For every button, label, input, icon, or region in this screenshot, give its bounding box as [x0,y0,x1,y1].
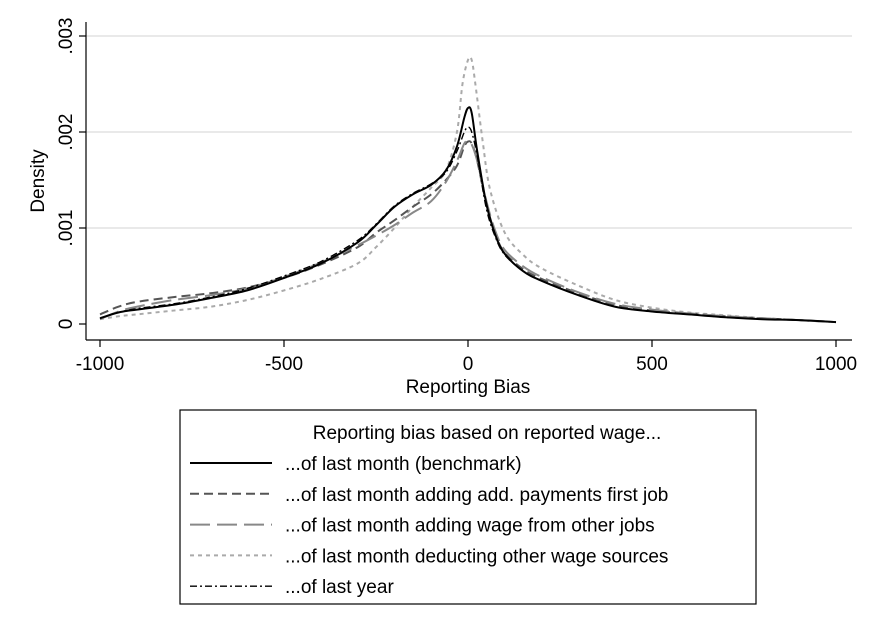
legend-label-0: ...of last month (benchmark) [285,454,522,475]
series-line-0 [99,106,837,324]
legend-label-4: ...of last year [285,577,394,598]
axes: -1000 -500 0 500 1000 0 .001 .002 .003 [56,18,857,375]
x-tick-label-2: 0 [463,354,474,375]
x-tick-label-0: -1000 [76,354,125,375]
y-axis-title: Density [28,149,49,213]
x-tick-label-3: 500 [636,354,668,375]
x-axis-title: Reporting Bias [406,377,531,398]
legend-label-2: ...of last month adding wage from other … [285,516,655,537]
x-tick-label-1: -500 [265,354,303,375]
legend-items: ...of last month (benchmark) ...of last m… [190,454,668,598]
series-lines [99,56,837,324]
y-tick-label-3: .003 [56,18,77,55]
legend: Reporting bias based on reported wage...… [179,409,757,605]
legend-title: Reporting bias based on reported wage... [313,423,662,444]
legend-label-1: ...of last month adding add. payments fi… [285,485,668,506]
y-tick-label-0: 0 [56,319,77,330]
series-line-3 [99,56,837,324]
x-tick-label-4: 1000 [815,354,857,375]
grid-lines [86,35,852,229]
y-tick-label-2: .002 [56,114,77,151]
legend-box [179,409,757,605]
y-tick-label-1: .001 [56,210,77,247]
legend-label-3: ...of last month deducting other wage so… [285,546,668,567]
